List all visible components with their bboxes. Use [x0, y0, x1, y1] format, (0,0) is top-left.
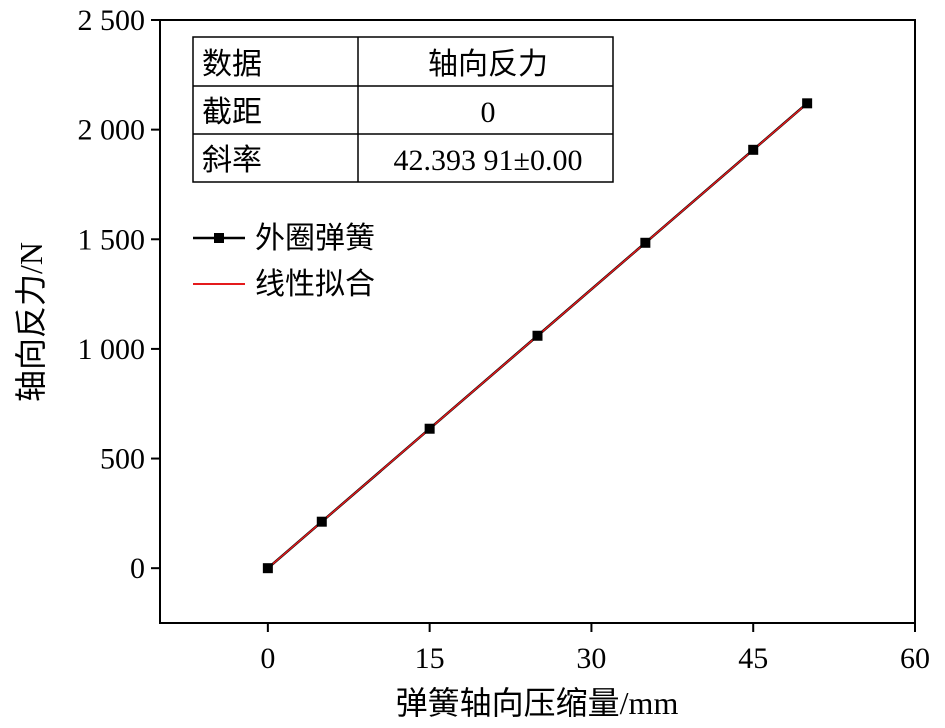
- fit-table-border: [192, 36, 614, 183]
- data-point-outer-spring: [262, 563, 273, 574]
- legend-label-linear-fit: 线性拟合: [255, 268, 375, 301]
- x-tick-label: 45: [738, 642, 768, 675]
- legend-marker-outer-spring: [214, 233, 224, 243]
- data-point-outer-spring: [316, 516, 327, 527]
- data-point-outer-spring: [424, 423, 435, 434]
- y-tick-label: 1 000: [78, 333, 146, 366]
- data-point-outer-spring: [802, 98, 813, 109]
- y-tick-label: 1 500: [78, 223, 146, 256]
- data-point-outer-spring: [532, 330, 543, 341]
- fit-table-slope-label: 斜率: [202, 144, 262, 177]
- y-tick-label: 2 000: [78, 114, 146, 147]
- legend: 外圈弹簧 线性拟合: [193, 222, 375, 301]
- y-tick-label: 0: [130, 552, 145, 585]
- y-axis-title: 轴向反力/N: [13, 242, 49, 402]
- x-axis-title: 弹簧轴向压缩量/mm: [396, 685, 679, 721]
- fit-table-header-data: 数据: [202, 48, 262, 81]
- fit-table-slope-value: 42.393 91±0.00: [394, 144, 583, 177]
- fit-table-header-series: 轴向反力: [428, 48, 548, 81]
- x-tick-label: 0: [260, 642, 275, 675]
- fit-table-intercept-value: 0: [481, 96, 496, 129]
- y-tick-label: 500: [100, 443, 145, 476]
- y-tick-label: 2 500: [78, 4, 146, 37]
- series-layer: [262, 98, 813, 574]
- legend-label-outer-spring: 外圈弹簧: [255, 222, 375, 255]
- data-point-outer-spring: [640, 237, 651, 248]
- y-axis-ticks: 0 500 1 000 1 500 2 000 2 500: [78, 4, 160, 585]
- x-tick-label: 15: [415, 642, 445, 675]
- x-tick-label: 60: [900, 642, 930, 675]
- fit-table-intercept-label: 截距: [202, 96, 262, 129]
- x-tick-label: 30: [576, 642, 606, 675]
- x-axis-ticks: 0 15 30 45 60: [260, 623, 930, 675]
- data-point-outer-spring: [748, 144, 759, 155]
- plot-frame: [159, 19, 916, 624]
- fit-table: 数据 轴向反力 截距 0 斜率 42.393 91±0.00: [192, 36, 614, 183]
